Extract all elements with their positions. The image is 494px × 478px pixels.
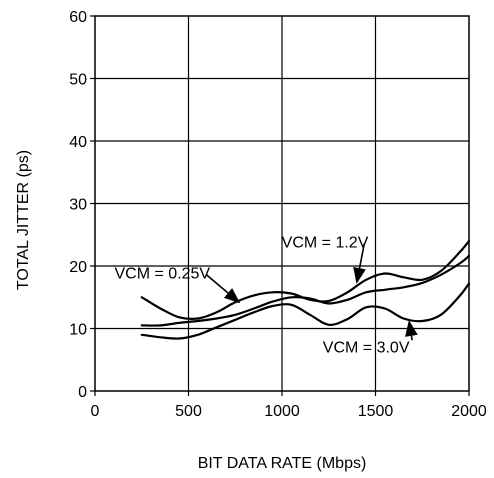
annotations: VCM = 0.25V VCM = 1.2V VCM = 3.0V xyxy=(115,234,418,356)
series-line-vcm-0-25v xyxy=(140,239,471,320)
series-line-vcm-3-0v xyxy=(140,282,471,340)
annotation-label: VCM = 1.2V xyxy=(282,234,369,251)
x-tick-label: 1500 xyxy=(358,403,394,420)
y-tick-label: 60 xyxy=(69,9,87,26)
y-tick-label: 30 xyxy=(69,197,87,214)
series-line-vcm-1-2v xyxy=(140,254,471,327)
x-axis-title: BIT DATA RATE (Mbps) xyxy=(198,455,367,472)
y-tick-label: 20 xyxy=(69,259,87,276)
series-lines xyxy=(140,239,471,340)
x-tick-label: 0 xyxy=(91,403,100,420)
annotation-arrow xyxy=(205,273,241,304)
tick-labels: 0 500 1000 1500 2000 0 10 20 30 40 50 60 xyxy=(69,9,487,420)
x-tick-label: 1000 xyxy=(264,403,300,420)
x-tick-label: 2000 xyxy=(451,403,487,420)
y-tick-label: 40 xyxy=(69,134,87,151)
y-tick-label: 10 xyxy=(69,322,87,339)
y-tick-label: 0 xyxy=(78,384,87,401)
y-axis-title: TOTAL JITTER (ps) xyxy=(15,150,32,290)
y-tick-label: 50 xyxy=(69,72,87,89)
annotation-arrow xyxy=(353,243,366,284)
annotation-arrow xyxy=(405,320,418,341)
annotation-label: VCM = 0.25V xyxy=(115,266,211,283)
annotation-label: VCM = 3.0V xyxy=(323,339,410,356)
x-tick-label: 500 xyxy=(175,403,202,420)
